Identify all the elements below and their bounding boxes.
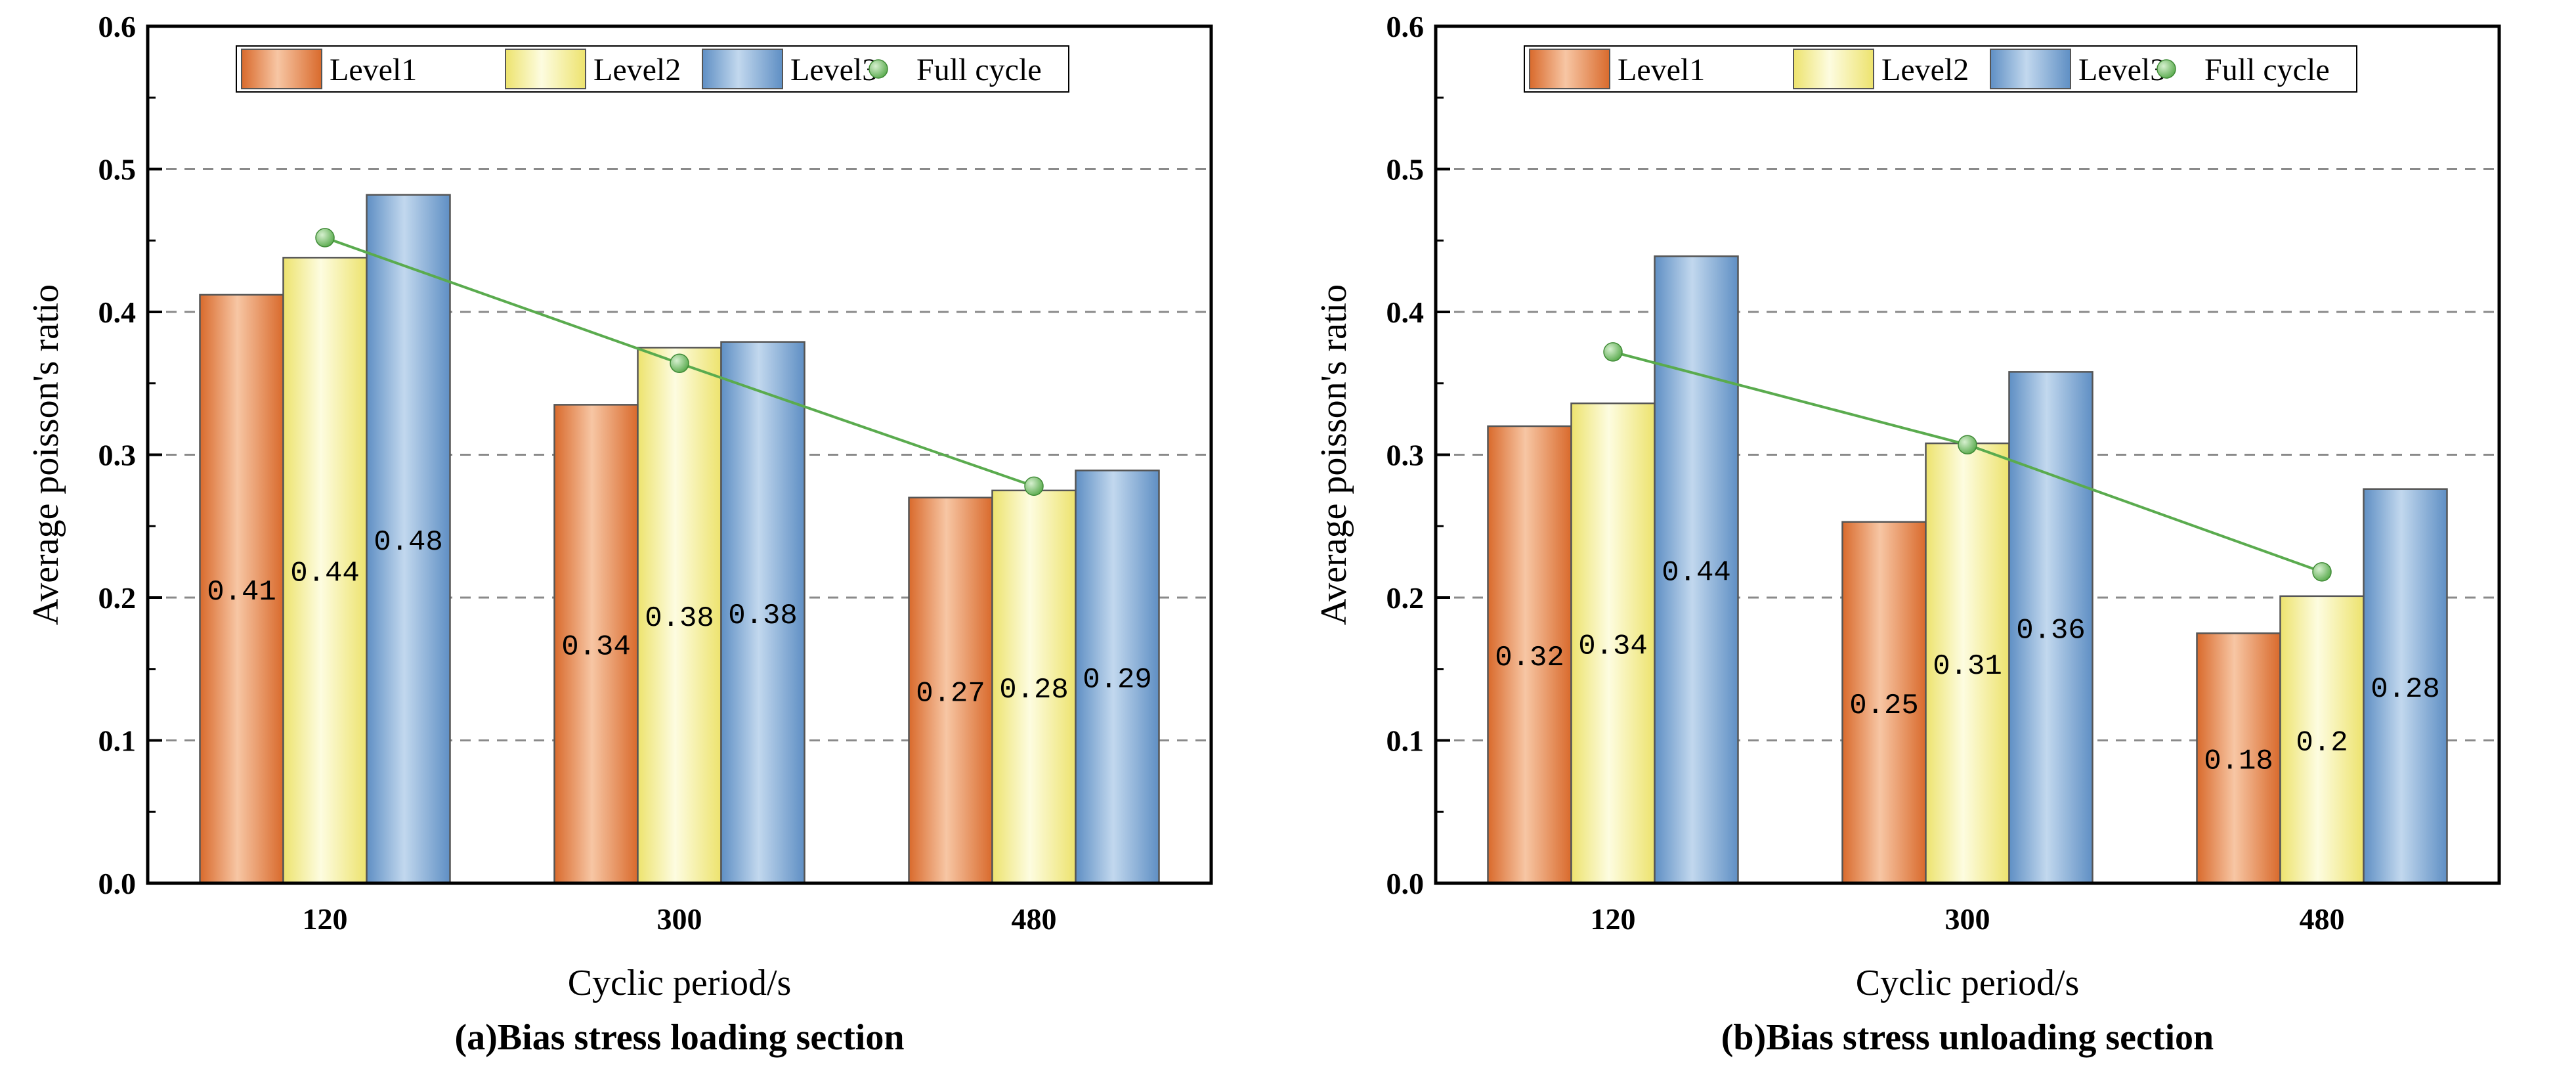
bars: 0.32 0.34 0.44 0.25 0.31 0.36 0.18 0.2 0.28 <box>1487 255 2448 885</box>
legend-label-level3: Level3 <box>2078 53 2166 87</box>
chart-panel-a: 0.41 0.44 0.48 0.34 0.38 0.38 0.27 0.28 0.29 0.0 0… <box>26 10 1213 1058</box>
data-label-level3-300: 0.36 <box>2016 615 2086 647</box>
x-axis-title: Cyclic period/s <box>1856 963 2080 1003</box>
legend-swatch-level2 <box>505 49 586 89</box>
legend-box <box>1524 45 2357 93</box>
legend-label-level2: Level2 <box>593 53 681 87</box>
data-label-level1-300: 0.34 <box>561 631 631 664</box>
bar-chart-b: 0.32 0.340.440.250.310.360.180.20.280.00.… <box>1314 10 2501 1058</box>
full-cycle-point-300 <box>670 353 689 374</box>
legend: Level1 Level2 Level3 Full cycle <box>1524 45 2357 93</box>
bar-chart-a: 0.410.440.480.340.38 0.380.27 0.28 0.290.00… <box>26 10 1213 1058</box>
data-label-level3-120: 0.48 <box>374 526 443 559</box>
x-tick-label: 480 <box>1012 902 1057 936</box>
bars: 0.41 0.44 0.48 0.34 0.38 0.38 0.27 0.28 0.29 <box>199 194 1160 885</box>
full-cycle-point-120 <box>315 228 335 248</box>
data-label-level3-480: 0.29 <box>1083 664 1152 697</box>
full-cycle-point-120 <box>1603 342 1623 362</box>
legend-label-full-cycle: Full cycle <box>2204 53 2330 87</box>
data-label-level3-300: 0.38 <box>728 600 798 632</box>
data-label-level1-120: 0.32 <box>1495 642 1564 674</box>
data-label-level2-300: 0.38 <box>645 602 714 635</box>
legend-label-level3: Level3 <box>790 53 878 87</box>
legend-label-full-cycle: Full cycle <box>916 53 1042 87</box>
bar-level3-480 <box>2363 488 2448 885</box>
y-tick-label: 0.0 <box>1386 867 1425 900</box>
data-label-level1-480: 0.27 <box>916 677 985 710</box>
data-label-level1-300: 0.25 <box>1849 690 1919 722</box>
data-label-level2-300: 0.31 <box>1933 650 2002 683</box>
legend-swatch-level3 <box>702 49 783 89</box>
data-label-level2-480: 0.2 <box>2296 726 2348 759</box>
bar-level1-480 <box>908 496 993 885</box>
bar-level2-480 <box>2279 595 2365 885</box>
legend: Level1 Level2 Level3 Full cycle <box>236 45 1069 93</box>
y-tick-label: 0.2 <box>1386 581 1425 615</box>
data-label-level1-120: 0.41 <box>207 576 276 609</box>
x-axis: 120 300 480 <box>303 902 1057 936</box>
legend-marker-full-cycle <box>869 59 888 79</box>
y-tick-label: 0.5 <box>98 153 137 186</box>
full-cycle-point-300 <box>1958 435 1977 455</box>
bar-level3-300 <box>2008 371 2093 885</box>
bar-level3-480 <box>1075 470 1160 885</box>
bar-level2-120 <box>1570 402 1656 885</box>
data-label-level3-120: 0.44 <box>1662 557 1731 590</box>
x-axis-title: Cyclic period/s <box>568 963 792 1003</box>
legend-label-level1: Level1 <box>330 53 417 87</box>
bar-level1-300 <box>1841 521 1927 885</box>
x-axis: 120 300 480 <box>1591 902 2345 936</box>
y-axis: 0.0 0.1 0.2 0.3 0.4 0.5 0.6 <box>98 10 162 900</box>
legend-label-level2: Level2 <box>1881 53 1969 87</box>
legend-label-level1: Level1 <box>1618 53 1705 87</box>
data-label-level3-480: 0.28 <box>2371 673 2440 706</box>
bar-level2-480 <box>991 489 1077 885</box>
bar-level3-120 <box>366 194 451 885</box>
bar-level1-120 <box>1487 425 1572 885</box>
chart-panel-b: 0.32 0.34 0.44 0.25 0.31 0.36 0.18 0.2 0.28 0.0 0.… <box>1288 0 2576 1073</box>
y-tick-label: 0.3 <box>98 439 137 472</box>
bar-level3-300 <box>720 341 805 885</box>
y-tick-label: 0.3 <box>1386 439 1425 472</box>
full-cycle-point-480 <box>2312 562 2332 582</box>
y-tick-label: 0.5 <box>1386 153 1425 186</box>
legend-swatch-level3 <box>1990 49 2071 89</box>
y-tick-label: 0.2 <box>98 581 137 615</box>
x-tick-label: 480 <box>2300 902 2345 936</box>
y-tick-label: 0.4 <box>1386 296 1425 329</box>
panel-caption: (b)Bias stress unloading section <box>1721 1017 2214 1058</box>
y-axis-title: Average poisson's ratio <box>26 284 66 625</box>
y-tick-label: 0.1 <box>1386 724 1425 758</box>
bar-level2-300 <box>637 347 722 885</box>
full-cycle-point-480 <box>1024 476 1044 496</box>
y-tick-label: 0.6 <box>1386 10 1425 43</box>
data-label-level2-480: 0.28 <box>999 674 1069 707</box>
legend-swatch-level2 <box>1793 49 1874 89</box>
y-tick-label: 0.4 <box>98 296 137 329</box>
x-tick-label: 120 <box>1591 902 1636 936</box>
y-tick-label: 0.6 <box>98 10 137 43</box>
y-tick-label: 0.1 <box>98 724 137 758</box>
legend-marker-full-cycle <box>2157 59 2176 79</box>
data-label-level2-120: 0.44 <box>290 558 360 590</box>
y-axis-title: Average poisson's ratio <box>1314 284 1354 625</box>
panel-caption: (a)Bias stress loading section <box>455 1017 905 1058</box>
bar-level3-120 <box>1654 255 1739 885</box>
data-label-level1-480: 0.18 <box>2204 745 2273 778</box>
legend-swatch-level1 <box>241 49 322 89</box>
x-tick-label: 300 <box>1945 902 1990 936</box>
legend-swatch-level1 <box>1529 49 1610 89</box>
y-tick-label: 0.0 <box>98 867 137 900</box>
x-tick-label: 120 <box>303 902 348 936</box>
y-axis: 0.0 0.1 0.2 0.3 0.4 0.5 0.6 <box>1386 10 1450 900</box>
legend-box <box>236 45 1069 93</box>
data-label-level2-120: 0.34 <box>1578 630 1648 663</box>
x-tick-label: 300 <box>657 902 702 936</box>
bar-level1-480 <box>2196 632 2281 885</box>
